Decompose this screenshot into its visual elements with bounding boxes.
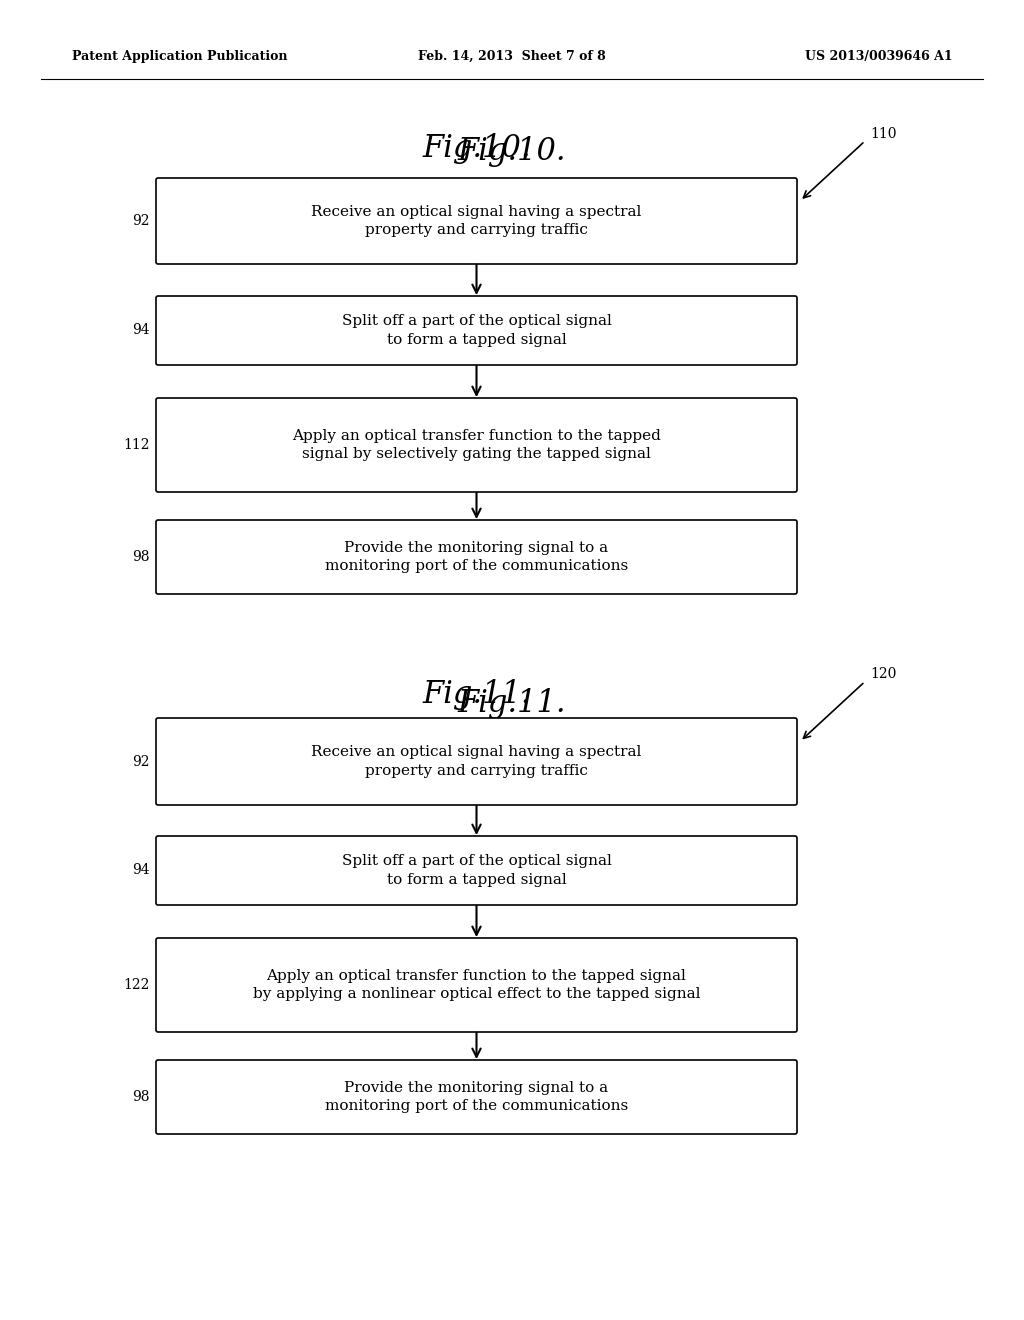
- Text: 122: 122: [124, 978, 150, 993]
- Text: Provide the monitoring signal to a
monitoring port of the communications: Provide the monitoring signal to a monit…: [325, 1081, 628, 1113]
- Text: Feb. 14, 2013  Sheet 7 of 8: Feb. 14, 2013 Sheet 7 of 8: [418, 50, 606, 63]
- Text: Split off a part of the optical signal
to form a tapped signal: Split off a part of the optical signal t…: [342, 314, 611, 347]
- Text: Split off a part of the optical signal
to form a tapped signal: Split off a part of the optical signal t…: [342, 854, 611, 887]
- FancyBboxPatch shape: [156, 939, 797, 1032]
- Text: Fig.10.: Fig.10.: [458, 136, 566, 168]
- Text: Patent Application Publication: Patent Application Publication: [72, 50, 287, 63]
- FancyBboxPatch shape: [156, 718, 797, 805]
- Text: Receive an optical signal having a spectral
property and carrying traffic: Receive an optical signal having a spect…: [311, 746, 642, 777]
- Text: Apply an optical transfer function to the tapped
signal by selectively gating th: Apply an optical transfer function to th…: [292, 429, 660, 461]
- Text: US 2013/0039646 A1: US 2013/0039646 A1: [805, 50, 952, 63]
- FancyBboxPatch shape: [156, 399, 797, 492]
- FancyBboxPatch shape: [156, 178, 797, 264]
- Text: 112: 112: [124, 438, 150, 451]
- Text: Fig.11.: Fig.11.: [458, 688, 566, 719]
- FancyBboxPatch shape: [156, 296, 797, 366]
- Text: 98: 98: [132, 550, 150, 564]
- FancyBboxPatch shape: [156, 1060, 797, 1134]
- Text: 110: 110: [870, 127, 896, 141]
- FancyBboxPatch shape: [156, 836, 797, 906]
- Text: Receive an optical signal having a spectral
property and carrying traffic: Receive an optical signal having a spect…: [311, 205, 642, 238]
- Text: 120: 120: [870, 668, 896, 681]
- Text: 94: 94: [132, 863, 150, 878]
- Text: Fig.10.: Fig.10.: [422, 132, 530, 164]
- Text: 92: 92: [132, 214, 150, 228]
- Text: Provide the monitoring signal to a
monitoring port of the communications: Provide the monitoring signal to a monit…: [325, 541, 628, 573]
- Text: Apply an optical transfer function to the tapped signal
by applying a nonlinear : Apply an optical transfer function to th…: [253, 969, 700, 1001]
- FancyBboxPatch shape: [156, 520, 797, 594]
- Text: 94: 94: [132, 323, 150, 338]
- Text: 92: 92: [132, 755, 150, 768]
- Text: Fig.11.: Fig.11.: [422, 680, 530, 710]
- Text: 98: 98: [132, 1090, 150, 1104]
